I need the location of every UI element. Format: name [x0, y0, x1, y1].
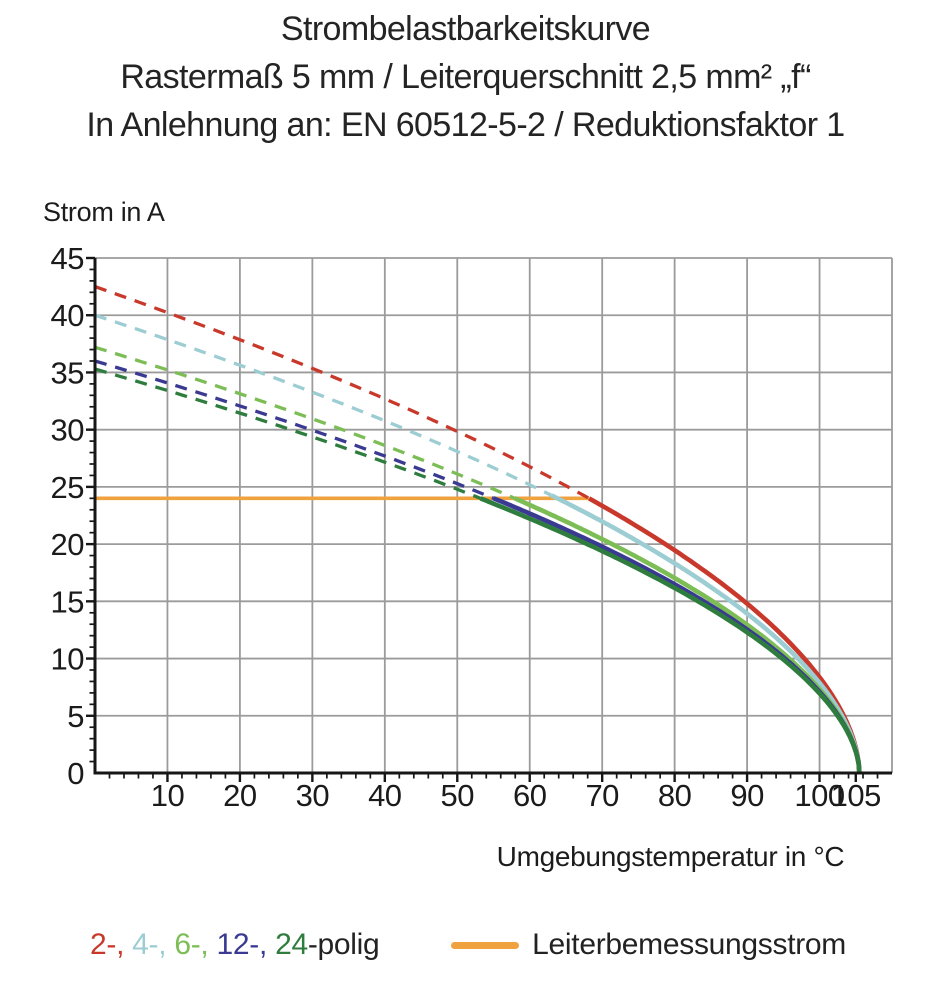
legend-pole-24-polig: 24 [275, 928, 308, 961]
x-tick-label: 50 [441, 778, 475, 813]
x-tick-label: 20 [223, 778, 257, 813]
chart-title-line1: Strombelastbarkeitskurve [280, 10, 651, 48]
y-tick-label: 10 [51, 642, 85, 677]
y-tick-label: 0 [67, 756, 84, 791]
chart-title: Strombelastbarkeitskurve Rastermaß 5 mm … [0, 5, 931, 149]
legend-rated-current: Leiterbemessungsstrom [451, 928, 846, 962]
y-tick-label: 30 [51, 413, 85, 448]
x-axis-title-wrap: Umgebungstemperatur in °C [0, 841, 931, 873]
rated-current-label: Leiterbemessungsstrom [532, 928, 846, 961]
curve-dashed-4-polig [94, 313, 553, 497]
legend-pole-4-polig: 4-, [132, 928, 167, 961]
rated-current-line-swatch [451, 941, 520, 949]
legend: 2-, 4-, 6-, 12-, 24-polig Leiterbemessun… [90, 928, 846, 962]
y-tick-label: 15 [51, 584, 84, 619]
x-tick-label: 105 [831, 778, 881, 813]
curve-dashed-2-polig [94, 285, 590, 500]
x-tick-label: 10 [151, 778, 185, 813]
legend-pole-6-polig: 6-, [174, 928, 209, 961]
x-tick-label: 80 [658, 778, 692, 813]
curve-dashed-24-polig [94, 367, 482, 500]
legend-pole-2-polig: 2-, [90, 928, 125, 961]
x-axis-title: Umgebungstemperatur in °C [496, 841, 845, 872]
y-axis-title: Strom in A [43, 197, 165, 227]
y-tick-label: 20 [51, 527, 85, 562]
x-tick-label: 70 [585, 778, 619, 813]
chart-title-line3: In Anlehnung an: EN 60512-5-2 / Reduktio… [86, 106, 845, 144]
y-tick-label: 45 [51, 241, 84, 276]
y-tick-label: 25 [51, 470, 84, 505]
curve-solid-24-polig [479, 496, 862, 774]
x-tick-label: 60 [513, 778, 547, 813]
chart-title-line2: Rastermaß 5 mm / Leiterquerschnitt 2,5 m… [120, 58, 811, 96]
y-tick-label: 5 [67, 699, 84, 734]
x-tick-label: 90 [730, 778, 764, 813]
legend-pole-counts: 2-, 4-, 6-, 12-, 24-polig [90, 928, 380, 962]
y-tick-label: 40 [51, 298, 85, 333]
curve-dashed-6-polig [94, 345, 516, 500]
curve-solid-12-polig [492, 496, 862, 774]
curve-solid-6-polig [513, 496, 862, 774]
legend-pole-12-polig: 12-, [216, 928, 268, 961]
x-tick-label: 100 [794, 778, 844, 813]
curve-dashed-12-polig [94, 359, 495, 500]
x-tick-label: 40 [368, 778, 402, 813]
y-tick-label: 35 [51, 355, 84, 390]
legend-pole-suffix: -polig [307, 928, 380, 961]
x-tick-label: 30 [296, 778, 330, 813]
